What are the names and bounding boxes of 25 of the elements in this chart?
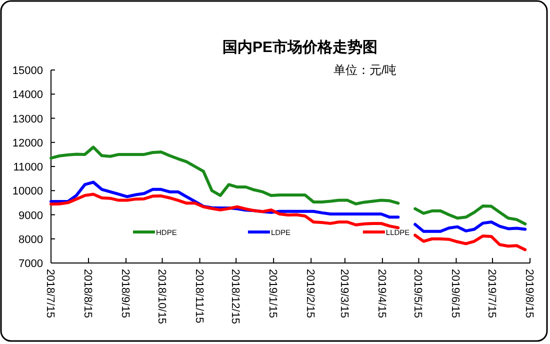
chart-title: 国内PE市场价格走势图: [222, 38, 378, 56]
y-tick-label: 14000: [12, 89, 43, 102]
x-tick-label: 2019/7/15: [486, 269, 498, 318]
y-tick-label: 15000: [12, 65, 43, 77]
y-tick-label: 10000: [12, 186, 43, 198]
x-tick-label: 2019/5/15: [412, 269, 424, 318]
chart-subtitle: 单位：元/吨: [333, 63, 397, 77]
y-tick-label: 11000: [13, 162, 43, 174]
y-tick-label: 7000: [18, 258, 43, 270]
x-tick-label: 2018/10/15: [155, 269, 168, 324]
x-tick-label: 2019/2/15: [304, 269, 316, 318]
y-tick-label: 13000: [12, 113, 43, 126]
x-tick-label: 2019/1/15: [266, 269, 279, 318]
x-tick-label: 2018/11/15: [192, 269, 205, 324]
y-tick-label: 12000: [12, 137, 43, 150]
x-tick-label: 2019/8/15: [523, 269, 535, 318]
y-tick-label: 9000: [18, 210, 43, 222]
x-tick-label: 2019/3/15: [338, 269, 350, 318]
x-tick-label: 2018/8/15: [81, 269, 94, 318]
x-tick-label: 2019/6/15: [449, 269, 462, 318]
x-tick-label: 2018/9/15: [118, 269, 131, 318]
x-tick-label: 2018/12/15: [229, 269, 242, 324]
x-tick-label: 2019/4/15: [375, 269, 388, 318]
x-tick-label: 2018/7/15: [44, 269, 56, 318]
y-tick-label: 8000: [18, 234, 43, 246]
